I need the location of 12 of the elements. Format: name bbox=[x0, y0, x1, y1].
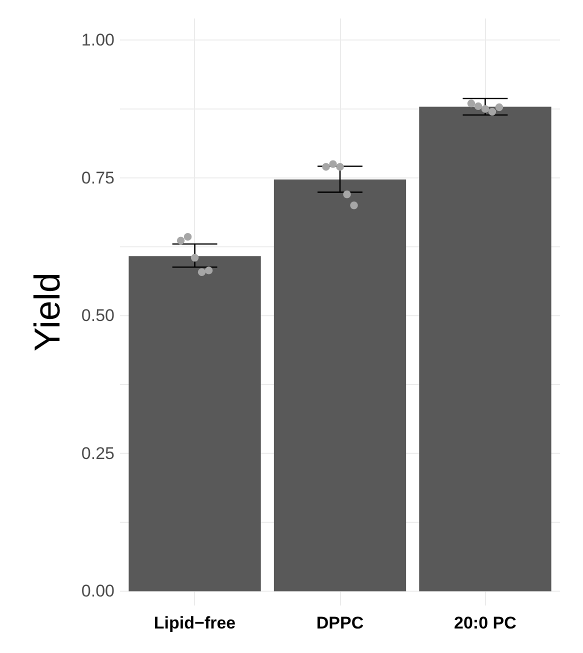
y-tick-label: 0.25 bbox=[81, 444, 114, 463]
bar bbox=[128, 256, 261, 592]
y-tick-label: 0.00 bbox=[81, 582, 114, 601]
bar bbox=[419, 106, 552, 592]
x-tick-label: 20:0 PC bbox=[454, 614, 516, 632]
y-tick-label: 0.50 bbox=[81, 306, 114, 326]
y-tick-label: 1.00 bbox=[81, 30, 114, 50]
x-tick-label: DPPC bbox=[316, 614, 364, 632]
y-axis-title: Yield bbox=[26, 272, 68, 352]
y-tick-label: 0.75 bbox=[81, 168, 114, 188]
bar bbox=[274, 179, 406, 592]
x-tick-label: Lipid−free bbox=[154, 614, 236, 632]
